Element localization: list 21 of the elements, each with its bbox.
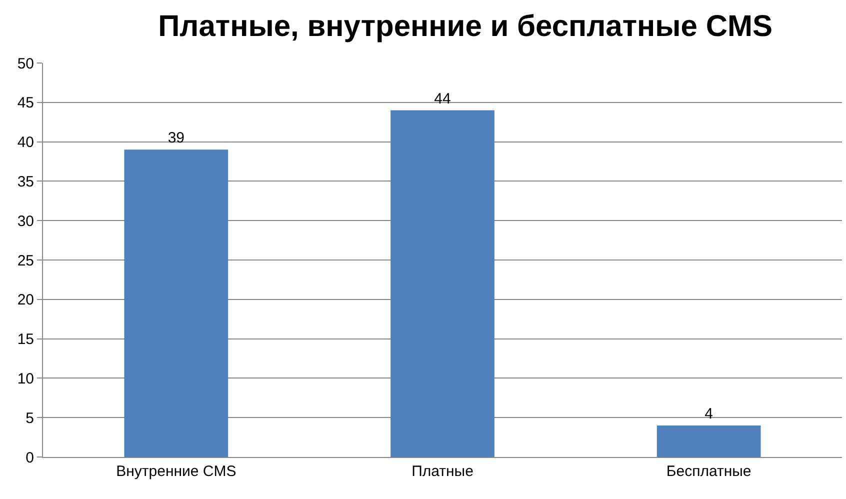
x-tick-label: Бесплатные xyxy=(666,463,752,480)
y-tick-label: 10 xyxy=(17,370,34,388)
y-tick-label: 0 xyxy=(26,449,34,466)
x-tick-label: Платные xyxy=(412,463,474,480)
bar xyxy=(656,425,761,457)
y-tick-label: 15 xyxy=(17,331,34,348)
bar xyxy=(124,150,228,457)
y-tick-label: 25 xyxy=(17,252,34,270)
y-tick-label: 40 xyxy=(17,134,34,152)
y-tick-label: 20 xyxy=(17,292,34,309)
y-tick-label: 5 xyxy=(26,410,34,427)
x-tick-label: Внутренние CMS xyxy=(116,463,236,480)
chart-title: Платные, внутренние и бесплатные CMS xyxy=(158,10,772,43)
y-tick-label: 45 xyxy=(17,94,34,112)
y-tick-label: 30 xyxy=(17,212,34,230)
data-label: 39 xyxy=(168,130,185,147)
bar xyxy=(390,110,494,457)
data-label: 4 xyxy=(704,405,714,422)
data-label: 44 xyxy=(434,90,451,108)
y-tick-label: 50 xyxy=(17,55,34,72)
y-tick-label: 35 xyxy=(17,173,34,190)
